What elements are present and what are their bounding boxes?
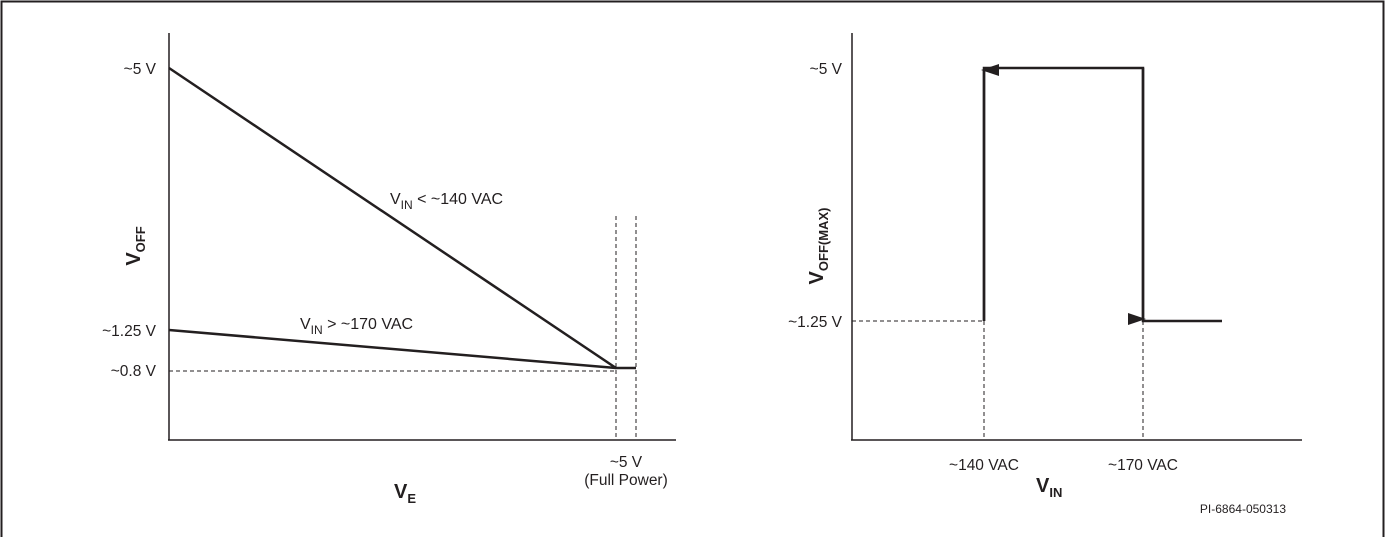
figure-id-label: PI-6864-050313 bbox=[1200, 502, 1286, 516]
y-axis-title: VOFF bbox=[123, 226, 148, 265]
x-tick-label: ~170 VAC bbox=[1108, 457, 1178, 474]
y-tick-label: ~1.25 V bbox=[788, 314, 843, 331]
series-label-vin-below-140vac: VIN < ~140 VAC bbox=[390, 191, 503, 212]
x-axis-title: VIN bbox=[1036, 475, 1062, 500]
chart-voffmax-vs-vin: ~5 V ~1.25 V ~140 VAC ~170 VAC VOFF(MAX)… bbox=[788, 33, 1302, 500]
chart-voff-vs-ve: ~5 V ~1.25 V ~0.8 V ~5 V (Full Power) VO… bbox=[102, 33, 676, 506]
y-tick-label: ~0.8 V bbox=[111, 363, 157, 380]
series-label-vin-above-170vac: VIN > ~170 VAC bbox=[300, 316, 413, 337]
hysteresis-step-line bbox=[982, 66, 1222, 323]
x-axis-title: VE bbox=[394, 481, 416, 506]
x-tick-label: ~5 V bbox=[610, 454, 643, 471]
series-vin-above-170vac bbox=[168, 328, 617, 370]
y-axis-title: VOFF(MAX) bbox=[806, 208, 831, 285]
x-tick-label: ~140 VAC bbox=[949, 457, 1019, 474]
y-tick-label: ~5 V bbox=[810, 61, 843, 78]
y-tick-label: ~1.25 V bbox=[102, 323, 157, 340]
x-tick-note: (Full Power) bbox=[584, 472, 668, 489]
y-tick-label: ~5 V bbox=[124, 61, 157, 78]
